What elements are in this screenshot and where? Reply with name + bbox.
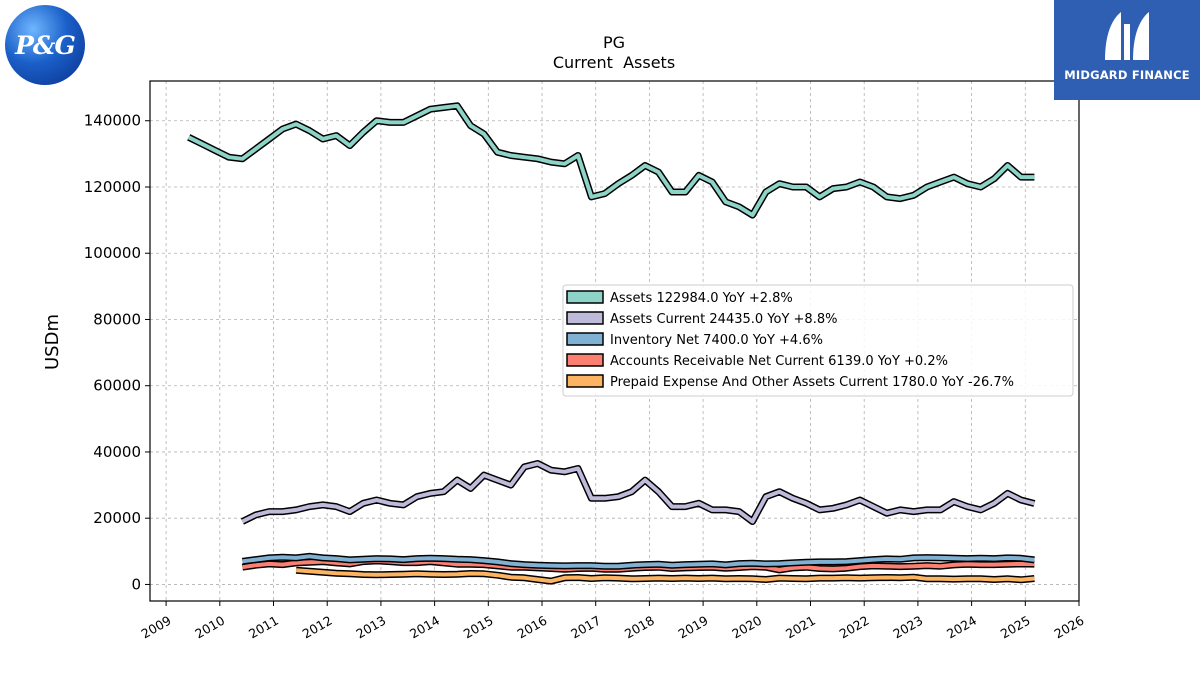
legend-entry: Assets Current 24435.0 YoY +8.8% <box>610 312 837 327</box>
legend-entry: Inventory Net 7400.0 YoY +4.6% <box>610 333 823 348</box>
x-tick-label: 2023 <box>890 613 925 642</box>
x-tick-label: 2026 <box>1051 613 1086 642</box>
legend-swatch <box>566 374 604 388</box>
legend-swatch <box>566 332 604 346</box>
legend-entry: Assets 122984.0 YoY +2.8% <box>610 291 793 306</box>
x-tick-label: 2010 <box>192 613 227 642</box>
y-tick-label: 20000 <box>93 509 141 527</box>
legend-swatch <box>566 311 604 325</box>
x-tick-label: 2013 <box>353 613 388 642</box>
midgard-logo-text: MIDGARD FINANCE <box>1064 68 1190 82</box>
y-tick-label: 140000 <box>84 112 141 130</box>
chart-title: PG <box>603 33 625 52</box>
legend-box <box>562 284 1074 397</box>
y-tick-label: 60000 <box>93 377 141 395</box>
x-tick-label: 2020 <box>729 613 764 642</box>
series-line <box>187 103 1035 218</box>
y-tick-label: 100000 <box>84 244 141 262</box>
plot-frame <box>149 80 1080 602</box>
series-line <box>295 568 1035 584</box>
x-tick-label: 2024 <box>944 613 979 642</box>
y-tick-label: 80000 <box>93 310 141 328</box>
series-line <box>241 461 1035 524</box>
x-axis: 2009 2010 2011 2012 2013 2014 2015 2016 2017 2018… <box>139 601 1087 642</box>
x-tick-label: 2011 <box>246 613 281 642</box>
midgard-finance-logo: MIDGARD FINANCE <box>1054 0 1200 100</box>
legend: Assets 122984.0 YoY +2.8% Assets Current … <box>562 284 1074 397</box>
legend-entry: Prepaid Expense And Other Assets Current… <box>610 375 1014 390</box>
pg-logo: P&G <box>5 5 85 85</box>
x-tick-label: 2021 <box>783 613 818 642</box>
y-tick-label: 120000 <box>84 178 141 196</box>
x-tick-label: 2016 <box>514 613 549 642</box>
x-tick-label: 2017 <box>568 613 603 642</box>
x-tick-label: 2022 <box>837 613 872 642</box>
x-tick-label: 2009 <box>139 613 174 642</box>
x-tick-label: 2018 <box>622 613 657 642</box>
legend-swatch <box>566 353 604 367</box>
x-tick-label: 2019 <box>676 613 711 642</box>
x-tick-label: 2025 <box>998 613 1033 642</box>
y-tick-label: 40000 <box>93 443 141 461</box>
series-lines <box>187 102 1036 585</box>
x-tick-label: 2014 <box>407 613 442 642</box>
x-tick-label: 2015 <box>461 613 496 642</box>
y-axis-label: USDm <box>42 314 63 370</box>
y-tick-label: 0 <box>131 575 141 593</box>
pg-logo-text: P&G <box>15 30 76 60</box>
chart-subtitle: Current Assets <box>553 53 675 72</box>
legend-swatch <box>566 290 604 304</box>
midgard-mark-icon <box>1105 12 1149 60</box>
legend-entry: Accounts Receivable Net Current 6139.0 Y… <box>610 354 948 369</box>
x-tick-label: 2012 <box>300 613 335 642</box>
series-line <box>242 554 1035 569</box>
y-axis: 0 20000 40000 60000 80000 100000 120000 140000 <box>84 112 150 593</box>
